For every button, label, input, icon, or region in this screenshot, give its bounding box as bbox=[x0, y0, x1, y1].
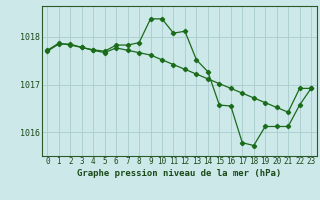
X-axis label: Graphe pression niveau de la mer (hPa): Graphe pression niveau de la mer (hPa) bbox=[77, 169, 281, 178]
